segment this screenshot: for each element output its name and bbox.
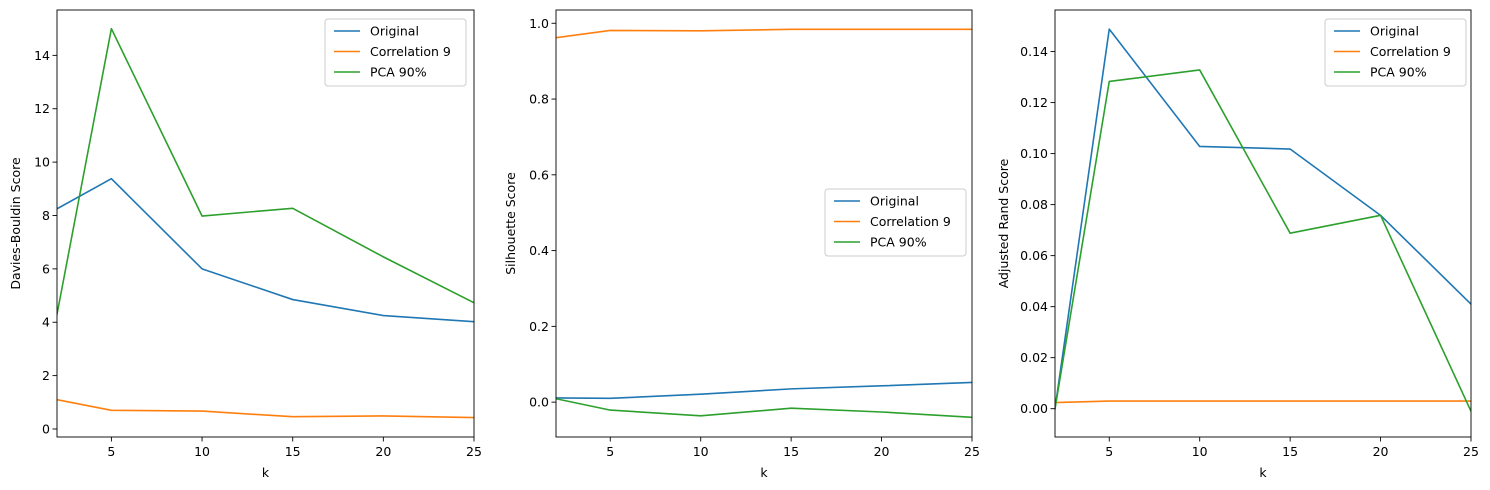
y-tick-label: 0.04 [1020, 299, 1048, 314]
legend: Original Correlation 9 PCA 90% [1324, 18, 1467, 87]
series-line-correlation-9 [57, 398, 474, 419]
y-tick-label: 1.0 [529, 16, 549, 31]
chart-panel-3: 5 10 15 20 25 0.00 0.02 0.04 0.06 0.08 0.10 0.12 0.1… [996, 9, 1479, 480]
series-group [57, 27, 474, 419]
x-tick-label: 5 [606, 444, 614, 459]
series-line-pca-90 [556, 397, 972, 419]
series-line-original [1055, 28, 1471, 410]
y-axis-label: Adjusted Rand Score [996, 158, 1011, 288]
x-tick-label: 15 [1282, 444, 1298, 459]
legend-box [1324, 18, 1467, 87]
legend-label: Original [870, 194, 919, 209]
legend-label: Correlation 9 [370, 44, 451, 59]
y-tick-label: 0.00 [1020, 401, 1048, 416]
y-tick-label: 0.8 [529, 92, 549, 107]
legend-label: Correlation 9 [1370, 44, 1451, 59]
x-tick-label: 25 [964, 444, 980, 459]
y-tick-label: 0.06 [1020, 248, 1048, 263]
series-group [1055, 28, 1471, 413]
x-tick-label: 10 [1192, 444, 1208, 459]
x-axis-label: k [262, 465, 270, 480]
x-tick-label: 5 [1105, 444, 1113, 459]
x-tick-label: 25 [466, 444, 482, 459]
plot-frame [555, 9, 973, 438]
y-tick-label: 0.14 [1020, 44, 1048, 59]
legend-label: PCA 90% [370, 65, 427, 80]
x-tick-label: 20 [874, 444, 890, 459]
legend-box [824, 188, 967, 257]
series-line-original [57, 177, 474, 323]
x-axis-label: k [1259, 465, 1267, 480]
x-tick-label: 25 [1463, 444, 1479, 459]
y-tick-label: 14 [34, 48, 50, 63]
legend-label: PCA 90% [1370, 65, 1427, 80]
y-tick-label: 12 [34, 101, 50, 116]
x-tick-label: 10 [194, 444, 210, 459]
series-line-correlation-9 [556, 28, 972, 39]
series-line-correlation-9 [1055, 400, 1471, 404]
y-tick-label: 0.4 [529, 243, 549, 258]
y-tick-label: 0.2 [529, 319, 549, 334]
y-tick-label: 0.10 [1020, 146, 1048, 161]
plot-frame [56, 9, 475, 438]
y-tick-label: 4 [42, 315, 50, 330]
y-tick-label: 0.02 [1020, 350, 1048, 365]
x-tick-label: 10 [693, 444, 709, 459]
x-tick-label: 15 [285, 444, 301, 459]
legend: Original Correlation 9 PCA 90% [824, 188, 967, 257]
y-tick-label: 0.6 [529, 167, 549, 182]
legend-box [324, 18, 467, 87]
y-tick-label: 0.08 [1020, 197, 1048, 212]
legend-label: Correlation 9 [870, 214, 951, 229]
x-tick-label: 20 [375, 444, 391, 459]
y-tick-label: 0.12 [1020, 95, 1048, 110]
x-tick-label: 5 [107, 444, 115, 459]
x-tick-label: 20 [1373, 444, 1389, 459]
y-tick-label: 0 [42, 421, 50, 436]
plot-frame [1054, 9, 1472, 438]
legend-label: Original [1370, 24, 1419, 39]
series-group [556, 28, 972, 419]
y-tick-label: 0.0 [529, 395, 549, 410]
series-line-pca-90 [1055, 69, 1471, 413]
y-tick-label: 6 [42, 261, 50, 276]
series-line-original [556, 381, 972, 400]
y-tick-label: 10 [34, 155, 50, 170]
series-line-pca-90 [57, 27, 474, 316]
chart-panel-2: 5 10 15 20 25 0.0 0.2 0.4 0.6 0.8 1.0 k Silhouette S… [503, 9, 980, 480]
legend-label: Original [370, 24, 419, 39]
legend-label: PCA 90% [870, 235, 927, 250]
x-tick-label: 15 [783, 444, 799, 459]
y-axis-label: Silhouette Score [503, 172, 518, 275]
y-tick-label: 8 [42, 208, 50, 223]
legend: Original Correlation 9 PCA 90% [324, 18, 467, 87]
x-axis-label: k [760, 465, 768, 480]
chart-panel-1: 5 10 15 20 25 0 2 4 6 8 10 12 14 k Davies-Bouldin Scor… [8, 9, 482, 480]
y-tick-label: 2 [42, 368, 50, 383]
y-axis-label: Davies-Bouldin Score [8, 157, 23, 290]
